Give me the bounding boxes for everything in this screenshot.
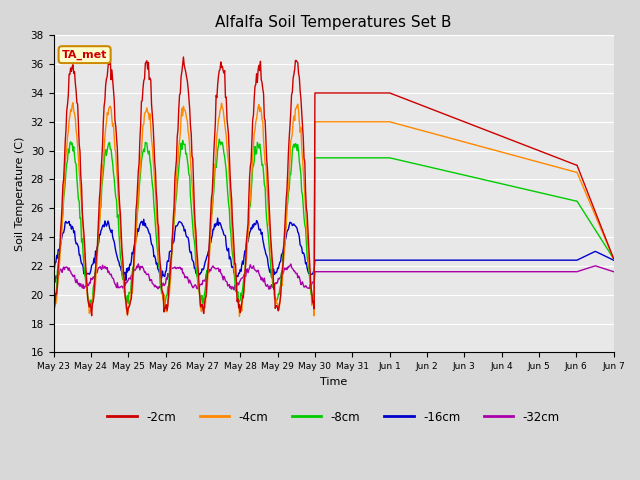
Legend: -2cm, -4cm, -8cm, -16cm, -32cm: -2cm, -4cm, -8cm, -16cm, -32cm	[102, 406, 564, 428]
-32cm	[50, 277, 58, 283]
-16cm	[403, 257, 411, 263]
-16cm	[214, 215, 221, 221]
-32cm	[419, 269, 427, 275]
-32cm	[403, 269, 411, 275]
Line: -16cm: -16cm	[54, 218, 614, 280]
-8cm	[161, 304, 168, 310]
-32cm	[205, 270, 212, 276]
-8cm	[216, 136, 223, 142]
-32cm	[134, 261, 142, 267]
-2cm	[118, 247, 126, 253]
-4cm	[60, 193, 67, 199]
-8cm	[175, 166, 182, 171]
-4cm	[610, 256, 618, 262]
-32cm	[610, 269, 618, 275]
-8cm	[419, 163, 427, 168]
-32cm	[230, 287, 238, 293]
-2cm	[175, 106, 182, 111]
-8cm	[205, 261, 212, 267]
X-axis label: Time: Time	[320, 377, 348, 387]
-8cm	[610, 256, 618, 262]
Y-axis label: Soil Temperature (C): Soil Temperature (C)	[15, 137, 25, 251]
-32cm	[60, 264, 67, 270]
-4cm	[50, 309, 58, 315]
-4cm	[419, 128, 427, 134]
Line: -4cm: -4cm	[54, 103, 614, 316]
Line: -8cm: -8cm	[54, 139, 614, 307]
-2cm	[403, 97, 411, 103]
-16cm	[205, 249, 212, 254]
-4cm	[403, 123, 411, 129]
-32cm	[117, 284, 125, 289]
Line: -2cm: -2cm	[54, 57, 614, 316]
-16cm	[610, 257, 618, 263]
-4cm	[69, 100, 77, 106]
-2cm	[60, 176, 67, 182]
-4cm	[236, 313, 243, 319]
-4cm	[118, 253, 126, 259]
-8cm	[60, 195, 67, 201]
-16cm	[122, 277, 130, 283]
-2cm	[205, 243, 213, 249]
-4cm	[205, 267, 212, 273]
-16cm	[60, 230, 67, 236]
-8cm	[403, 159, 411, 165]
-2cm	[419, 103, 427, 109]
-2cm	[88, 313, 95, 319]
-2cm	[180, 54, 188, 60]
-4cm	[175, 144, 182, 150]
-16cm	[117, 268, 125, 274]
Title: Alfalfa Soil Temperatures Set B: Alfalfa Soil Temperatures Set B	[215, 15, 452, 30]
Text: TA_met: TA_met	[62, 49, 108, 60]
-16cm	[175, 219, 182, 225]
-8cm	[50, 300, 58, 305]
Line: -32cm: -32cm	[54, 264, 614, 290]
-2cm	[50, 304, 58, 310]
-8cm	[117, 258, 125, 264]
-16cm	[50, 265, 58, 271]
-2cm	[610, 256, 618, 262]
-16cm	[419, 257, 427, 263]
-32cm	[175, 265, 182, 271]
